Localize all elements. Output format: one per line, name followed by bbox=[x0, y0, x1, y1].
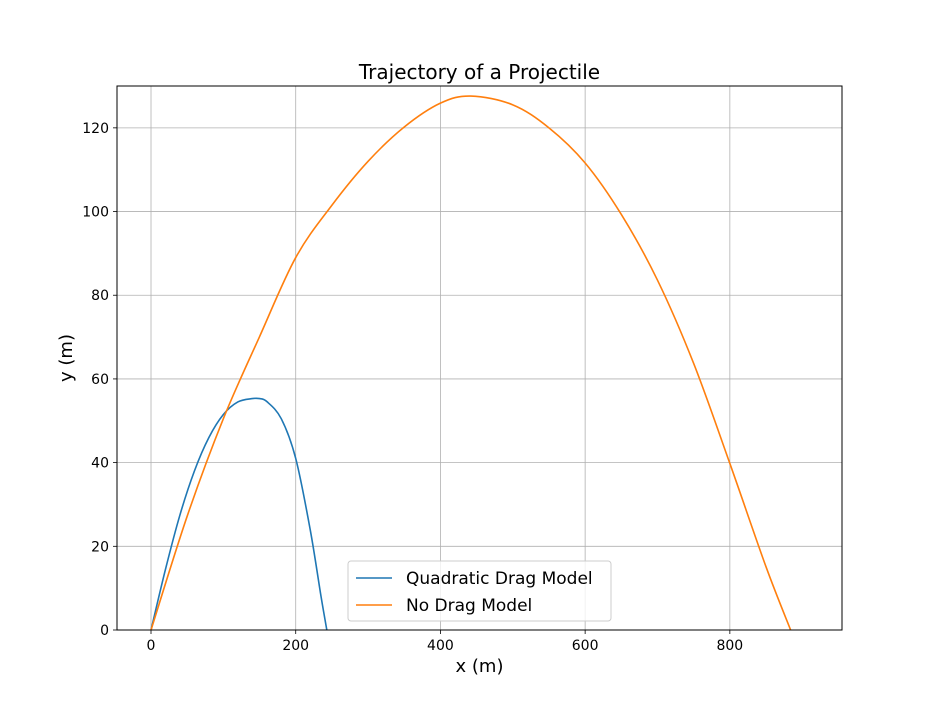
legend-label-quadratic-drag: Quadratic Drag Model bbox=[406, 569, 593, 589]
x-tick-label: 800 bbox=[716, 638, 743, 654]
legend: Quadratic Drag Model No Drag Model bbox=[348, 561, 611, 621]
y-tick-label: 20 bbox=[91, 539, 109, 555]
y-tick-label: 40 bbox=[91, 456, 109, 472]
x-tick-label: 0 bbox=[147, 638, 156, 654]
chart-title: Trajectory of a Projectile bbox=[358, 60, 600, 84]
x-tick-label: 400 bbox=[427, 638, 454, 654]
x-tick-label: 600 bbox=[572, 638, 599, 654]
y-tick-label: 100 bbox=[82, 205, 109, 221]
y-axis-label: y (m) bbox=[56, 334, 77, 382]
y-tick-label: 0 bbox=[100, 623, 109, 639]
legend-label-no-drag: No Drag Model bbox=[406, 596, 532, 616]
x-axis-label: x (m) bbox=[456, 656, 504, 677]
y-tick-label: 120 bbox=[82, 121, 109, 137]
y-tick-label: 80 bbox=[91, 288, 109, 304]
x-tick-label: 200 bbox=[282, 638, 309, 654]
y-tick-label: 60 bbox=[91, 372, 109, 388]
